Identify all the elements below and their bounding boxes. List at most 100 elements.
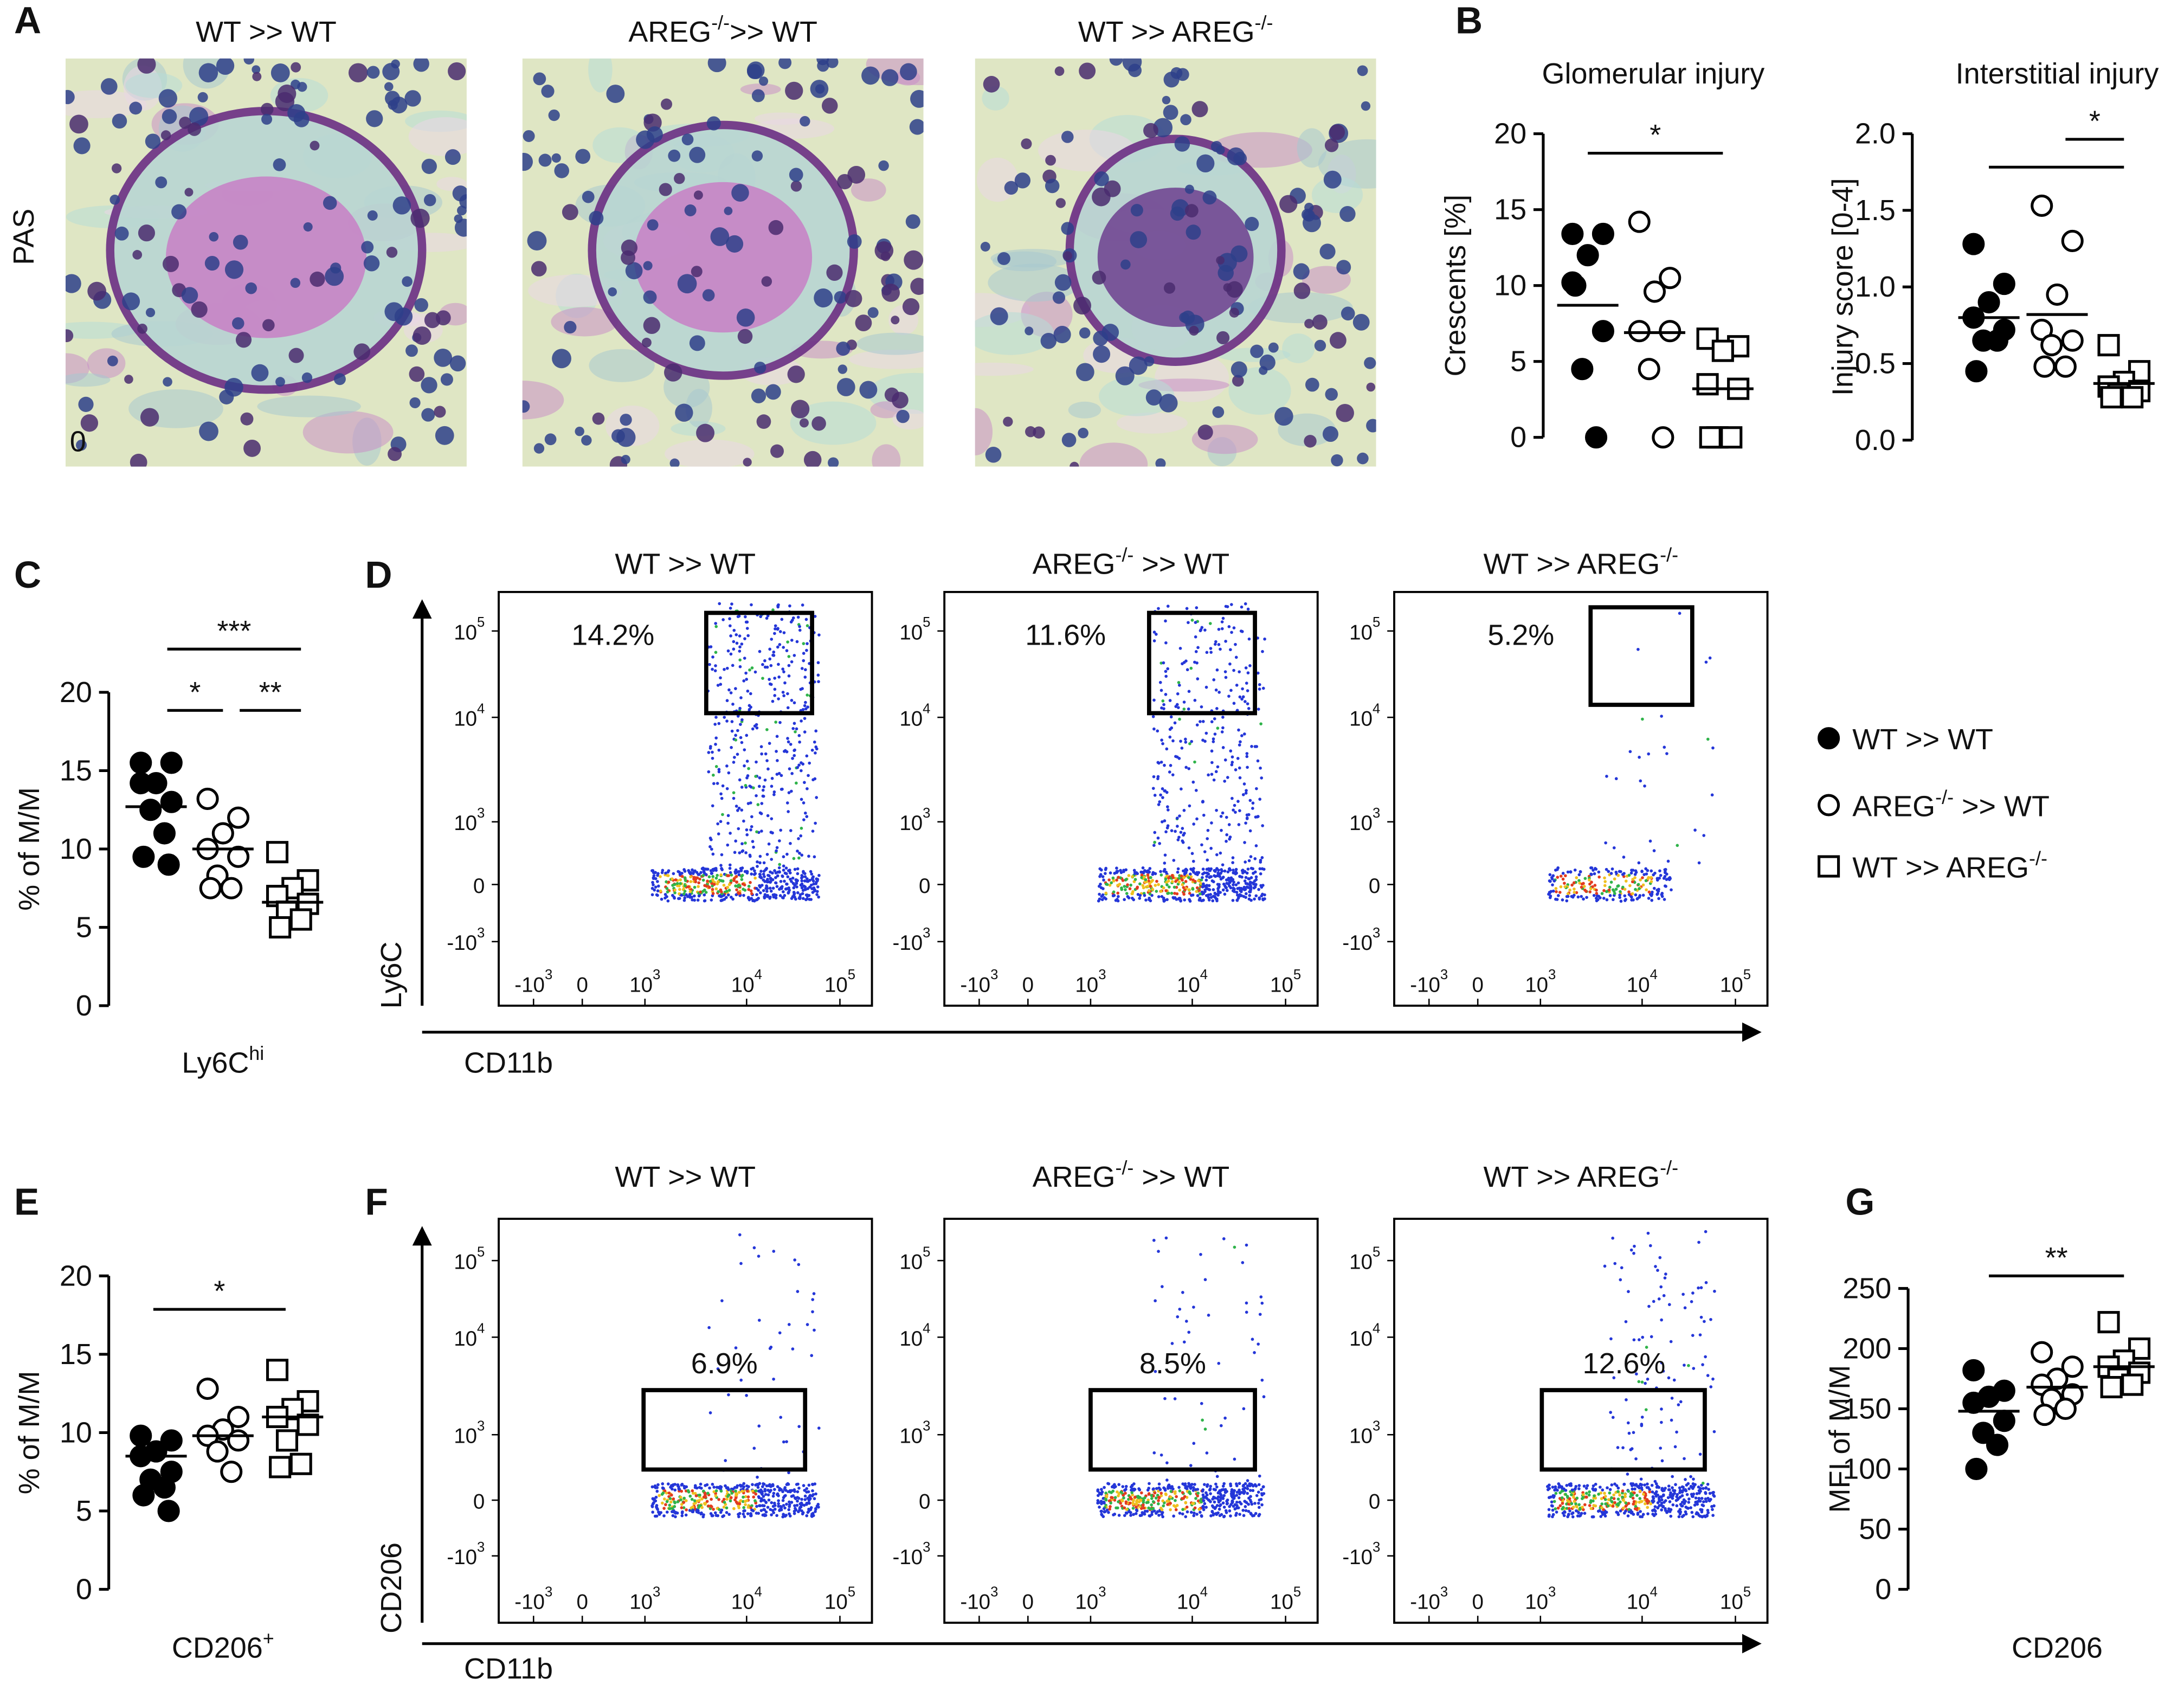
event-dot [1148,892,1152,896]
event-dot [714,622,718,625]
event-dot [1244,792,1248,795]
event-dot [1259,766,1262,770]
event-dot [1175,816,1179,820]
flow-title: AREG-/- >> WT [1033,1156,1230,1193]
event-dot [1184,741,1188,744]
event-dot [1627,1508,1631,1511]
event-dot [759,615,763,619]
data-point [2054,1397,2077,1420]
event-dot [699,1482,703,1486]
event-dot [729,1496,733,1500]
event-dot [707,885,711,889]
y-tick-label: 105 [454,615,485,644]
event-dot [1245,1301,1248,1305]
event-dot [783,1486,787,1489]
flow-title: WT >> AREG-/- [1483,1156,1678,1193]
event-dot [1555,890,1558,893]
event-dot [806,642,809,645]
event-dot [1554,869,1557,872]
event-dot [681,1510,684,1514]
nucleus [985,446,1002,463]
event-dot [1551,1508,1555,1512]
histology-title-sup: -/- [711,11,730,34]
event-dot [754,1492,758,1496]
event-dot [1099,1509,1103,1513]
nucleus [129,101,143,115]
event-dot [1671,1486,1674,1489]
event-dot [1201,867,1205,871]
data-point [196,787,219,810]
event-dot [664,871,667,875]
event-dot [665,880,668,884]
event-dot [785,750,789,754]
event-dot [1101,887,1105,890]
nucleus [232,317,244,330]
nucleus [216,58,235,75]
event-dot [758,872,762,876]
event-dot [1258,798,1262,801]
event-dot [1232,668,1235,672]
nucleus [409,397,421,408]
nucleus [384,91,400,106]
event-dot [1650,892,1654,896]
event-dot [1141,1504,1145,1507]
event-dot [1610,1483,1614,1487]
event-dot [1162,703,1165,706]
event-dot [1152,775,1156,779]
event-dot [1209,1492,1212,1495]
event-dot [1169,715,1173,719]
event-dot [1230,631,1233,634]
event-dot [718,602,721,606]
event-dot [716,684,720,687]
data-point [2097,1311,2120,1334]
event-dot [1137,1496,1140,1499]
event-dot [1168,728,1172,731]
event-dot [1229,689,1233,692]
event-dot [1622,1483,1626,1486]
y-tick-label: 105 [899,615,930,644]
flow-title: WT >> WT [615,1161,756,1193]
event-dot [790,771,794,775]
event-dot [1251,1489,1255,1493]
event-dot [1165,790,1169,794]
event-dot [691,1489,694,1493]
event-dot [1619,1500,1622,1504]
event-dot [1641,876,1644,879]
event-dot [708,845,712,848]
event-dot [1245,789,1248,792]
event-dot [1242,1407,1246,1411]
nucleus [790,181,802,192]
event-dot [1560,1496,1564,1500]
event-dot [1222,1494,1226,1497]
event-dot [729,879,733,883]
event-dot [1594,1488,1597,1492]
y-tick-label-sup: 3 [477,925,485,941]
event-dot [807,774,810,777]
event-dot [1260,1488,1263,1491]
event-dot [1184,1515,1188,1519]
nucleus [1181,310,1195,325]
event-dot [750,1508,753,1512]
event-dot [656,884,660,888]
event-dot [742,893,745,897]
event-dot [789,829,793,832]
event-dot [811,1298,815,1301]
event-dot [755,723,758,726]
event-dot [766,614,770,618]
event-dot [1241,1488,1245,1491]
event-dot [1165,1461,1169,1464]
event-dot [1597,875,1601,879]
event-dot [1630,1447,1634,1450]
event-dot [683,884,687,888]
event-dot [1157,883,1160,886]
legend-marker [1818,727,1840,750]
nucleus [693,190,703,200]
nucleus [366,110,383,127]
event-dot [1217,691,1221,694]
data-point [199,877,222,899]
nucleus [1230,361,1247,378]
nucleus [1217,265,1234,281]
event-dot [739,696,743,699]
event-dot [671,884,674,887]
event-dot [1664,1272,1667,1276]
